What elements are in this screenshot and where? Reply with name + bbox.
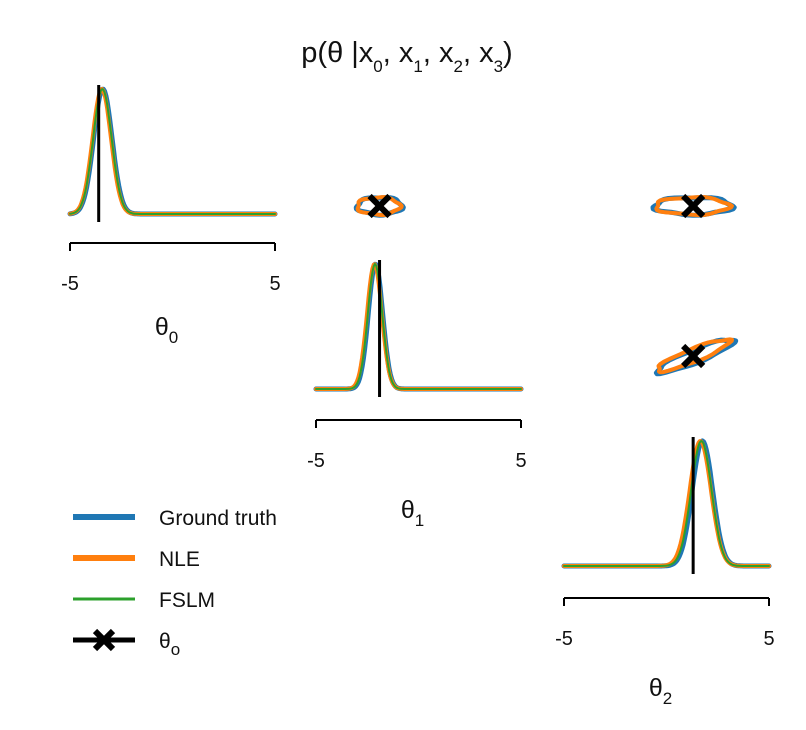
- pair-theta2-theta1: [653, 337, 739, 377]
- marginal-theta-0: -5 5 θ0: [61, 85, 281, 347]
- legend-label: Ground truth: [159, 507, 277, 530]
- chart-title-prefix: p(θ |x: [301, 37, 374, 69]
- tick-label: 5: [763, 628, 774, 650]
- marginal-curve-ground-truth: [561, 438, 772, 569]
- marginal-curve-ground-truth: [313, 261, 524, 392]
- tick-label: 5: [269, 273, 280, 295]
- legend: Ground truth NLE FSLM θo: [73, 507, 277, 659]
- chart-title-sep-2: , x: [463, 37, 494, 69]
- axis-label-theta-2: θ2: [649, 674, 672, 708]
- true-point-marker: [367, 193, 392, 219]
- marginal-curve-nle: [68, 87, 277, 216]
- chart-title-sep-3: ): [503, 37, 513, 69]
- chart-title-sep-0: , x: [383, 37, 414, 69]
- marginal-theta-1: -5 5 θ1: [307, 260, 527, 530]
- marginal-curve-ground-truth: [67, 86, 278, 217]
- marginal-curve-nle: [314, 262, 523, 391]
- chart-title-sep-1: , x: [423, 37, 454, 69]
- marginal-curve-fslm: [69, 88, 276, 215]
- contour-nle: [656, 337, 734, 375]
- chart-title: p(θ |x0, x1, x2, x3): [301, 37, 512, 76]
- chart-title-sub-2: 2: [453, 57, 462, 76]
- tick-label: -5: [61, 273, 79, 295]
- pair-theta2-theta0: [650, 193, 737, 219]
- legend-label: θo: [159, 630, 180, 659]
- tick-label: -5: [307, 450, 325, 472]
- legend-label: NLE: [159, 548, 200, 571]
- marginal-theta-2: -5 5 θ2: [555, 437, 775, 708]
- axis-label-theta-0: θ0: [155, 313, 178, 347]
- marginal-curve-fslm: [563, 440, 770, 567]
- true-point-marker: [681, 343, 706, 369]
- legend-marker-x: [92, 628, 116, 652]
- contour-nle: [654, 195, 734, 218]
- tick-label: 5: [515, 450, 526, 472]
- true-point-marker: [681, 193, 706, 219]
- chart-title-sub-0: 0: [373, 57, 382, 76]
- axis-label-theta-1: θ1: [401, 496, 424, 530]
- pair-theta1-theta0: [353, 193, 406, 219]
- marginal-curve-fslm: [315, 263, 522, 390]
- chart-title-sub-3: 3: [494, 57, 503, 76]
- chart-title-sub-1: 1: [413, 57, 422, 76]
- marginal-curve-nle: [562, 439, 771, 568]
- tick-label: -5: [555, 628, 573, 650]
- legend-label: FSLM: [159, 589, 215, 612]
